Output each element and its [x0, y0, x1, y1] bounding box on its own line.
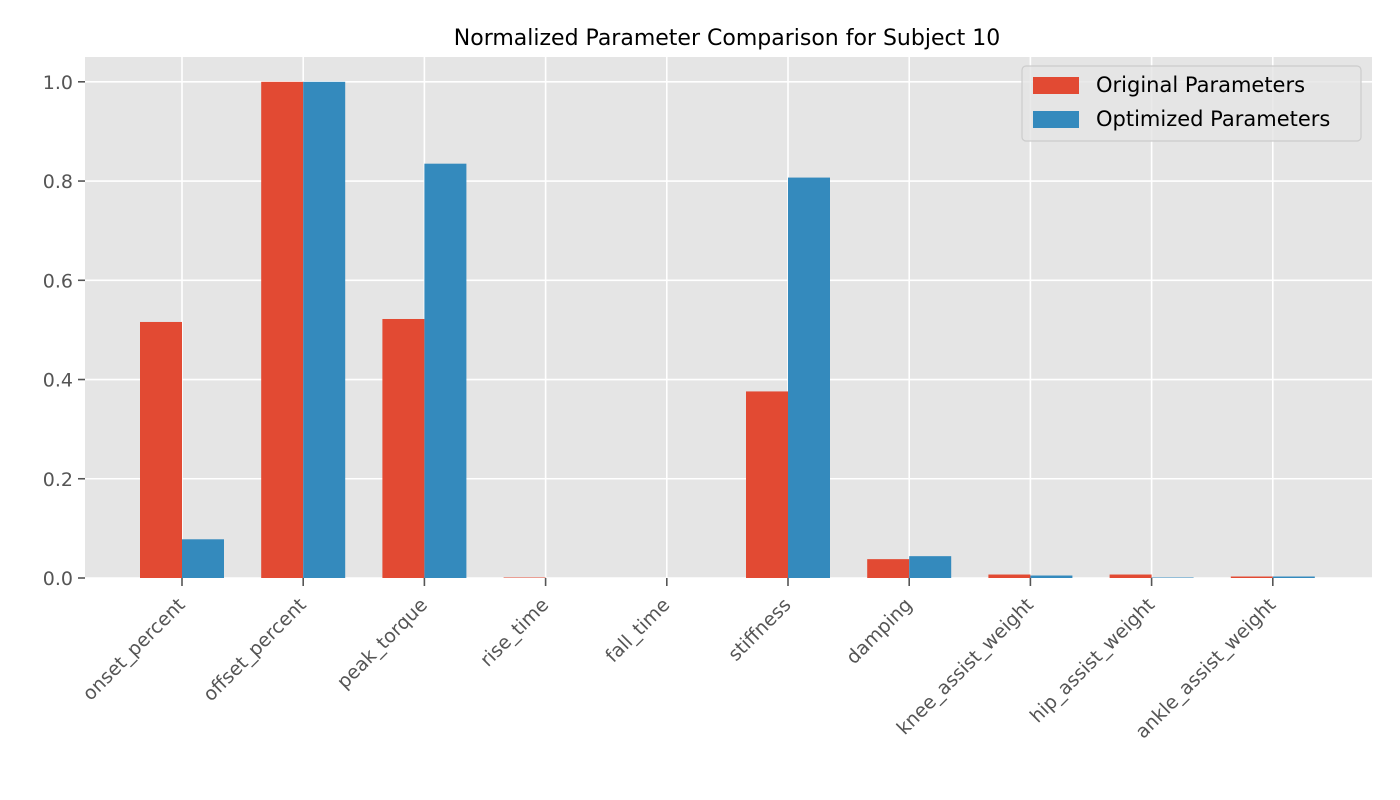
x-tick-label: damping — [842, 594, 917, 669]
bar-original-peak_torque — [382, 318, 425, 578]
x-tick-label: hip_assist_weight — [1026, 594, 1159, 727]
bar-optimized-damping — [909, 556, 952, 578]
legend-box — [1021, 65, 1362, 142]
x-tick-label: offset_percent — [199, 594, 311, 706]
x-tick-label: onset_percent — [79, 594, 190, 705]
y-tick-label: 0.8 — [43, 171, 73, 193]
bar-optimized-stiffness — [788, 177, 830, 578]
y-tick-label: 0.4 — [43, 370, 73, 392]
chart-title: Normalized Parameter Comparison for Subj… — [454, 26, 1000, 51]
x-tick-label: rise_time — [476, 594, 553, 671]
x-axis: onset_percent offset_percent peak_torque ri… — [79, 578, 1280, 743]
bar-original-offset_percent — [261, 81, 304, 579]
x-tick-label: peak_torque — [333, 594, 432, 693]
legend-label: Original Parameters — [1096, 73, 1305, 97]
bars — [140, 81, 1315, 579]
y-tick-label: 1.0 — [43, 72, 73, 94]
bar-original-stiffness — [746, 391, 788, 578]
x-tick-label: knee_assist_weight — [893, 594, 1038, 739]
bar-original-hip_assist_weight — [1109, 574, 1152, 578]
x-tick-label: ankle_assist_weight — [1131, 594, 1280, 743]
x-tick-label: stiffness — [724, 594, 796, 666]
y-tick-label: 0.2 — [43, 469, 73, 491]
bar-optimized-peak_torque — [424, 163, 467, 578]
bar-original-knee_assist_weight — [988, 574, 1031, 578]
y-tick-label: 0.0 — [43, 568, 73, 590]
bar-optimized-onset_percent — [182, 539, 224, 578]
bar-original-onset_percent — [140, 321, 182, 578]
bar-optimized-offset_percent — [303, 81, 346, 579]
legend-swatch — [1033, 77, 1079, 94]
bar-original-damping — [867, 559, 910, 578]
legend-label: Optimized Parameters — [1096, 107, 1330, 131]
bar-optimized-ankle_assist_weight — [1272, 576, 1315, 578]
bar-optimized-knee_assist_weight — [1030, 575, 1073, 578]
x-tick-label: fall_time — [601, 594, 674, 667]
y-tick-label: 0.6 — [43, 270, 73, 292]
legend: Original Parameters Optimized Parameters — [1021, 65, 1362, 142]
y-axis: 0.0 0.2 0.4 0.6 0.8 1.0 — [43, 72, 85, 590]
legend-swatch — [1033, 111, 1079, 128]
bar-original-ankle_assist_weight — [1230, 576, 1273, 578]
